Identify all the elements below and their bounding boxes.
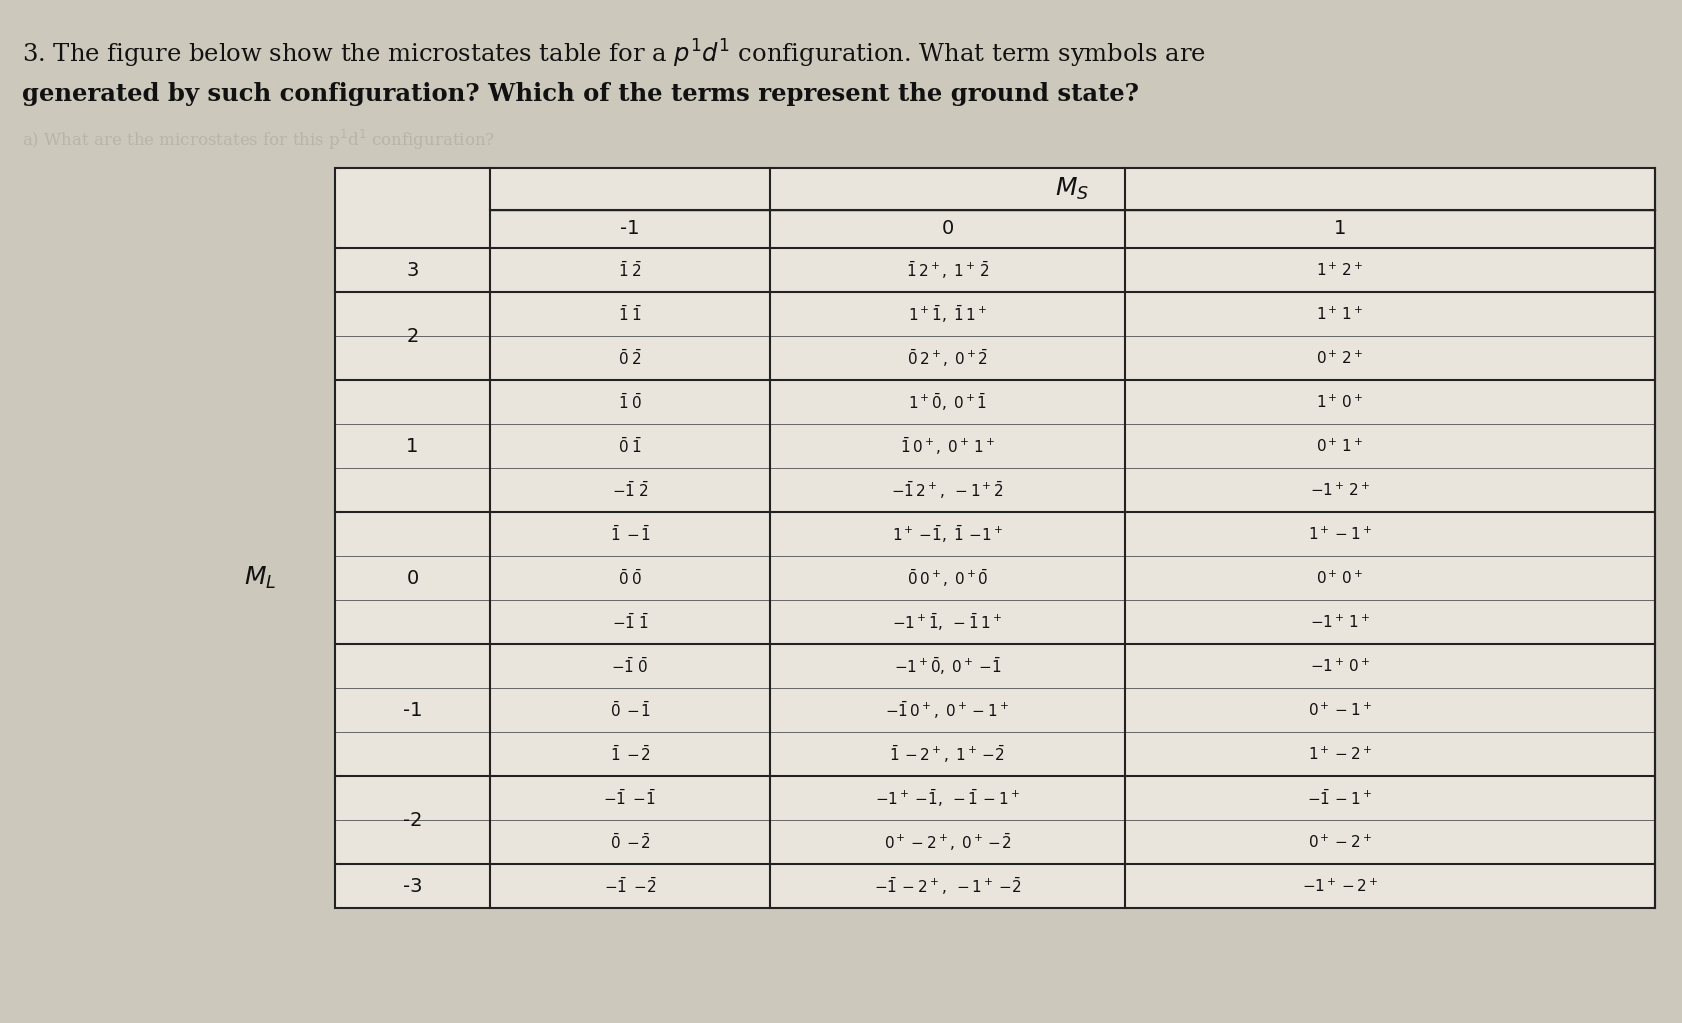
Text: $\bar{1}\,2^+,\;1^+\,\bar{2}$: $\bar{1}\,2^+,\;1^+\,\bar{2}$ (905, 260, 989, 280)
Text: 3: 3 (405, 261, 419, 279)
Text: $1^+-\!\bar{1},\;\bar{1}\,-\!1^+$: $1^+-\!\bar{1},\;\bar{1}\,-\!1^+$ (891, 524, 1002, 544)
Text: generated by such configuration? Which of the terms represent the ground state?: generated by such configuration? Which o… (22, 82, 1139, 106)
Text: 1: 1 (1334, 220, 1346, 238)
Text: $\bar{1}\;\bar{1}$: $\bar{1}\;\bar{1}$ (617, 305, 641, 323)
Text: $1^+\,1^+$: $1^+\,1^+$ (1315, 305, 1362, 322)
Text: 0: 0 (940, 220, 954, 238)
Text: $\bar{1}\;-\!\bar{1}$: $\bar{1}\;-\!\bar{1}$ (609, 525, 649, 543)
Text: $0^+\,1^+$: $0^+\,1^+$ (1315, 438, 1362, 454)
Text: $-\bar{1}\;-\!\bar{2}$: $-\bar{1}\;-\!\bar{2}$ (604, 877, 656, 895)
Text: $M_S$: $M_S$ (1055, 176, 1088, 203)
Text: $0^+-2^+,\;0^+-\!\bar{2}$: $0^+-2^+,\;0^+-\!\bar{2}$ (883, 832, 1011, 852)
Text: $\bar{0}\;\bar{1}$: $\bar{0}\;\bar{1}$ (617, 437, 641, 455)
Text: a) What are the microstates for this p$^1$d$^1$ configuration?: a) What are the microstates for this p$^… (22, 128, 495, 152)
Text: $1^+\bar{0},\;0^+\bar{1}$: $1^+\bar{0},\;0^+\bar{1}$ (908, 392, 986, 412)
Bar (335, 168, 1653, 908)
Text: $1^+-2^+$: $1^+-2^+$ (1307, 746, 1371, 763)
Text: $\bar{1}\,0^+,\;0^+\,1^+$: $\bar{1}\,0^+,\;0^+\,1^+$ (900, 436, 994, 456)
Text: $\bar{1}\;\bar{0}$: $\bar{1}\;\bar{0}$ (617, 393, 643, 411)
Text: $\bar{0}\;-\!\bar{1}$: $\bar{0}\;-\!\bar{1}$ (609, 701, 649, 719)
Text: $-\bar{1}\;\bar{0}$: $-\bar{1}\;\bar{0}$ (611, 657, 648, 675)
Text: -1: -1 (402, 701, 422, 719)
Text: $-1^+-\!\bar{1},\;-\bar{1}\,-1^+$: $-1^+-\!\bar{1},\;-\bar{1}\,-1^+$ (875, 788, 1019, 808)
Text: 2: 2 (405, 326, 419, 346)
Text: $-\bar{1}\;-\!\bar{1}$: $-\bar{1}\;-\!\bar{1}$ (604, 789, 656, 807)
Text: $\bar{0}\;\bar{0}$: $\bar{0}\;\bar{0}$ (617, 569, 643, 587)
Text: $\bar{0}\;-\!\bar{2}$: $\bar{0}\;-\!\bar{2}$ (609, 833, 649, 851)
Text: $\bar{1}\,-2^+,\;1^+-\!\bar{2}$: $\bar{1}\,-2^+,\;1^+-\!\bar{2}$ (890, 744, 1004, 764)
Text: $-\bar{1}\,2^+,\;-1^+\bar{2}$: $-\bar{1}\,2^+,\;-1^+\bar{2}$ (891, 480, 1002, 500)
Text: $1^+\bar{1},\;\bar{1}\,1^+$: $1^+\bar{1},\;\bar{1}\,1^+$ (908, 304, 986, 324)
Bar (335, 168, 1653, 908)
Text: -2: -2 (402, 810, 422, 830)
Text: $-1^+-2^+$: $-1^+-2^+$ (1300, 878, 1378, 895)
Text: $\bar{0}\;\bar{2}$: $\bar{0}\;\bar{2}$ (617, 349, 641, 367)
Text: $0^+\,0^+$: $0^+\,0^+$ (1315, 570, 1362, 586)
Text: $-\bar{1}\;\bar{2}$: $-\bar{1}\;\bar{2}$ (611, 481, 648, 499)
Text: -3: -3 (402, 877, 422, 895)
Text: $-1^+\bar{0},\;0^+-\!\bar{1}$: $-1^+\bar{0},\;0^+-\!\bar{1}$ (893, 656, 1001, 676)
Text: $1^+-1^+$: $1^+-1^+$ (1307, 526, 1371, 542)
Text: 3. The figure below show the microstates table for a $p^1d^1$ configuration. Wha: 3. The figure below show the microstates… (22, 38, 1206, 71)
Text: $-\bar{1}\,-1^+$: $-\bar{1}\,-1^+$ (1307, 789, 1373, 807)
Text: $M_L$: $M_L$ (244, 565, 276, 591)
Text: $0^+\,2^+$: $0^+\,2^+$ (1315, 349, 1362, 366)
Text: $-\bar{1}\;\bar{1}$: $-\bar{1}\;\bar{1}$ (611, 613, 648, 631)
Text: $-\bar{1}\,-2^+,\;-1^+-\!\bar{2}$: $-\bar{1}\,-2^+,\;-1^+-\!\bar{2}$ (873, 876, 1021, 896)
Text: $\bar{0}\,2^+,\;0^+\bar{2}$: $\bar{0}\,2^+,\;0^+\bar{2}$ (907, 348, 987, 368)
Text: $\bar{1}\;\bar{2}$: $\bar{1}\;\bar{2}$ (617, 261, 641, 279)
Text: $-\bar{1}\,0^+,\;0^+-1^+$: $-\bar{1}\,0^+,\;0^+-1^+$ (885, 700, 1009, 720)
Text: $1^+\,0^+$: $1^+\,0^+$ (1315, 394, 1362, 410)
Text: $-1^+\bar{1},\;-\bar{1}\,1^+$: $-1^+\bar{1},\;-\bar{1}\,1^+$ (891, 612, 1002, 632)
Text: $\bar{1}\;-\!\bar{2}$: $\bar{1}\;-\!\bar{2}$ (609, 745, 649, 763)
Text: $-1^+\,1^+$: $-1^+\,1^+$ (1309, 614, 1369, 630)
Text: $-1^+\,2^+$: $-1^+\,2^+$ (1309, 482, 1369, 498)
Text: -1: -1 (621, 220, 639, 238)
Text: $1^+\,2^+$: $1^+\,2^+$ (1315, 261, 1362, 278)
Text: $-1^+\,0^+$: $-1^+\,0^+$ (1309, 658, 1369, 674)
Text: 1: 1 (405, 437, 419, 455)
Text: $0^+-2^+$: $0^+-2^+$ (1307, 834, 1371, 851)
Text: $0^+-1^+$: $0^+-1^+$ (1307, 702, 1371, 718)
Text: $\bar{0}\,0^+,\;0^+\bar{0}$: $\bar{0}\,0^+,\;0^+\bar{0}$ (907, 568, 987, 588)
Text: 0: 0 (405, 569, 419, 587)
